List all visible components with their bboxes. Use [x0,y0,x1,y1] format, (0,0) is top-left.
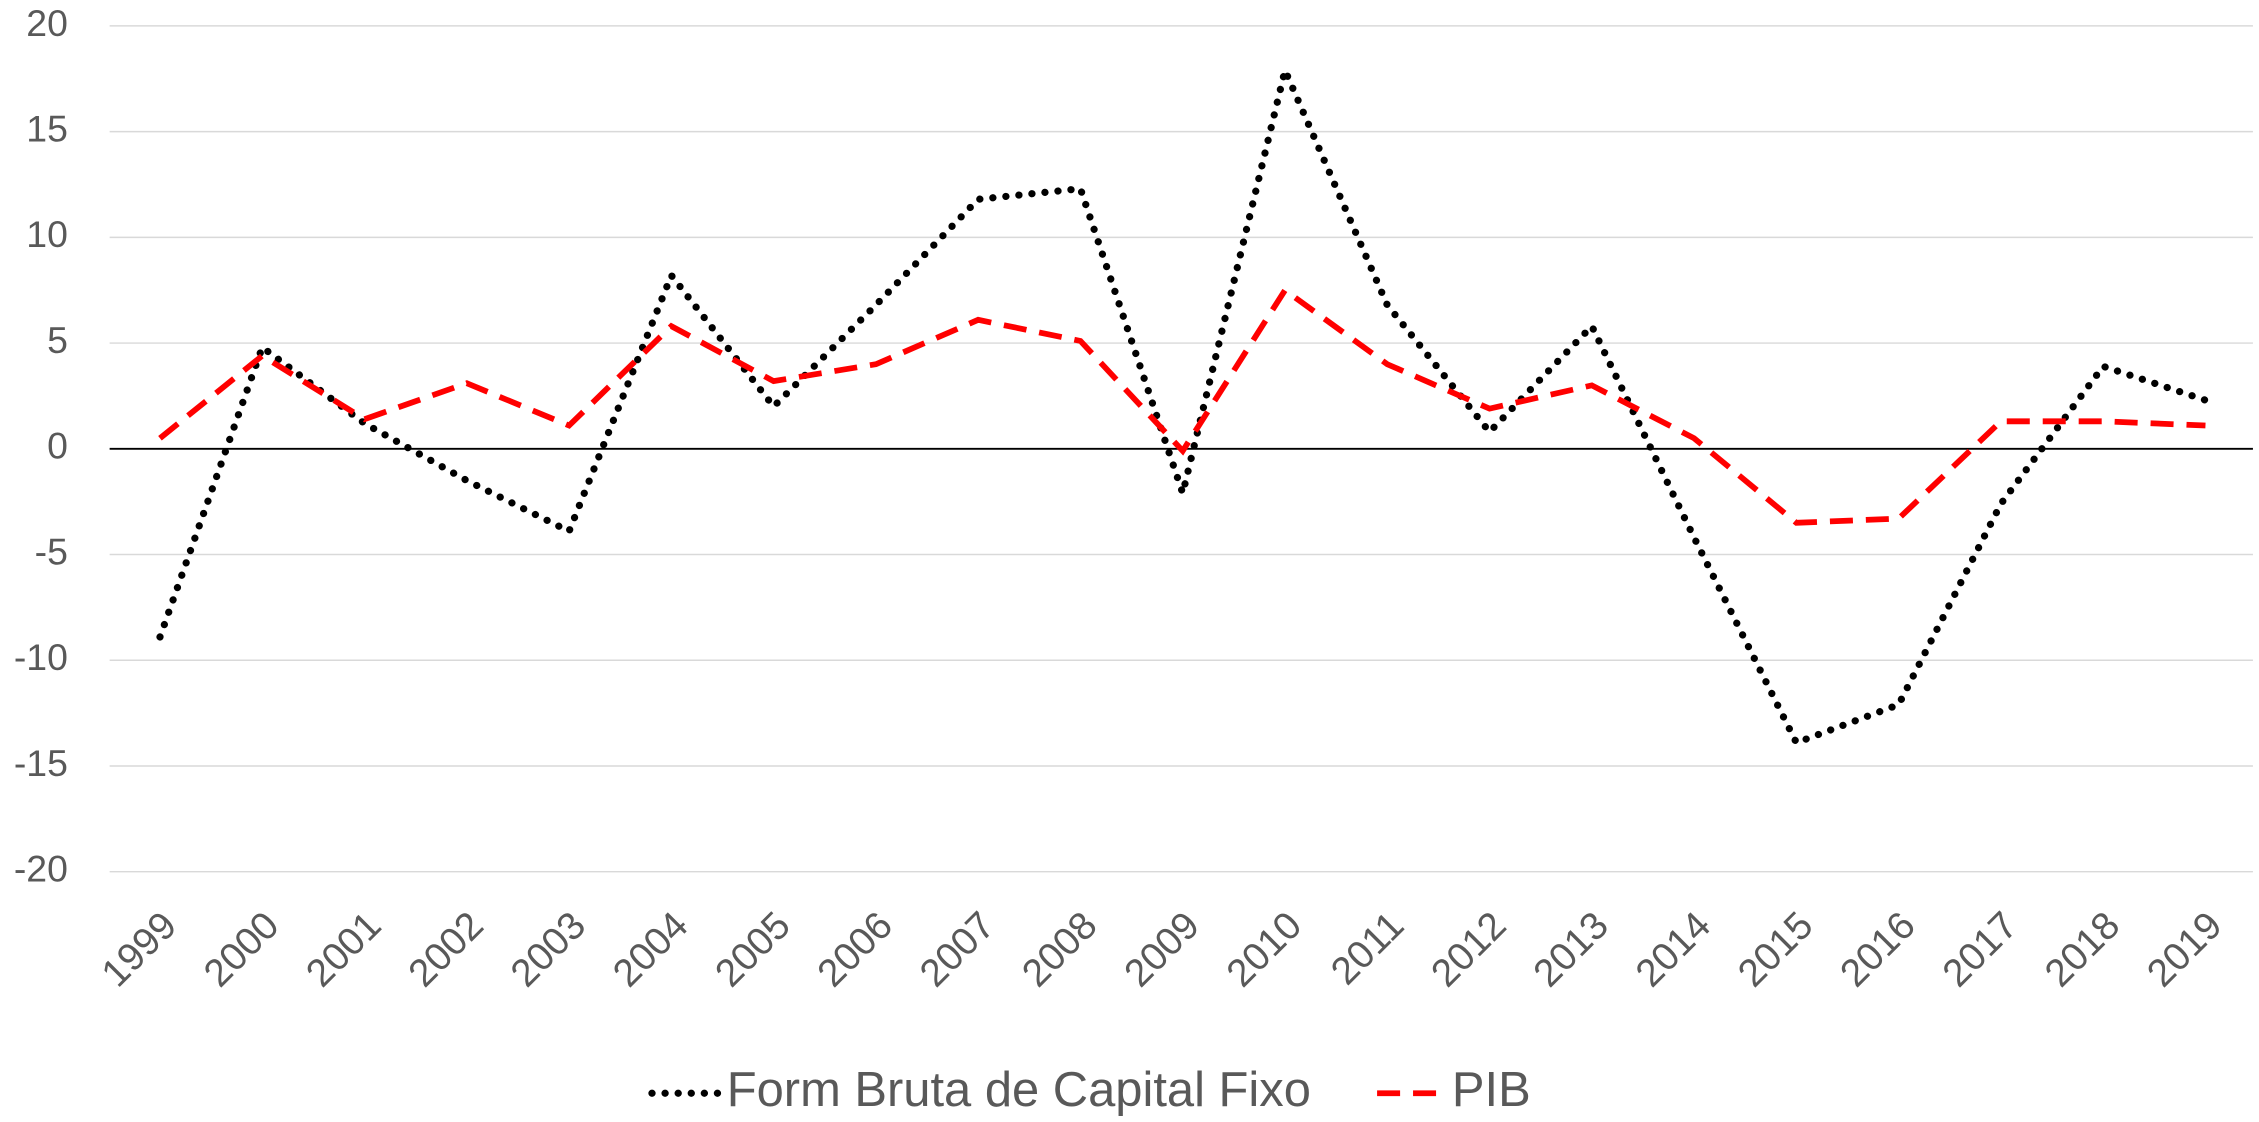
y-tick-label: 20 [26,2,68,44]
x-tick-label: 2004 [605,904,696,995]
y-tick-label: -5 [35,530,68,572]
x-tick-label: 2018 [2037,904,2128,995]
x-tick-label: 1999 [94,904,185,995]
legend-label: Form Bruta de Capital Fixo [727,1063,1311,1117]
x-tick-label: 2011 [1323,904,1412,993]
x-tick-label: 2001 [298,904,389,995]
x-tick-label: 2008 [1014,904,1105,995]
x-tick-label: 2014 [1628,904,1719,995]
y-tick-label: 10 [26,213,68,255]
y-tick-label: -20 [14,848,68,890]
series-line [158,286,2206,526]
x-tick-label: 2010 [1219,904,1310,995]
y-tick-label: 0 [47,425,68,467]
y-tick-label: 15 [26,107,68,149]
x-tick-label: 2013 [1525,904,1616,995]
x-tick-label: 2012 [1423,904,1514,995]
x-tick-label: 2017 [1935,904,2026,995]
y-tick-label: -15 [14,742,68,784]
series-line [156,59,2210,748]
x-tick-label: 2005 [707,904,798,995]
x-tick-label: 2000 [196,904,287,995]
x-tick-label: 2002 [400,904,491,995]
x-tick-label: 2016 [1832,904,1923,995]
x-tick-label: 2015 [1730,904,1821,995]
y-tick-label: 5 [47,319,68,361]
x-tick-label: 2006 [810,904,901,995]
x-tick-label: 2003 [503,904,594,995]
x-tick-label: 2019 [2139,904,2230,995]
y-tick-label: -10 [14,636,68,678]
legend-label: PIB [1452,1063,1531,1117]
x-tick-label: 2009 [1116,904,1207,995]
x-tick-label: 2007 [912,904,1003,995]
